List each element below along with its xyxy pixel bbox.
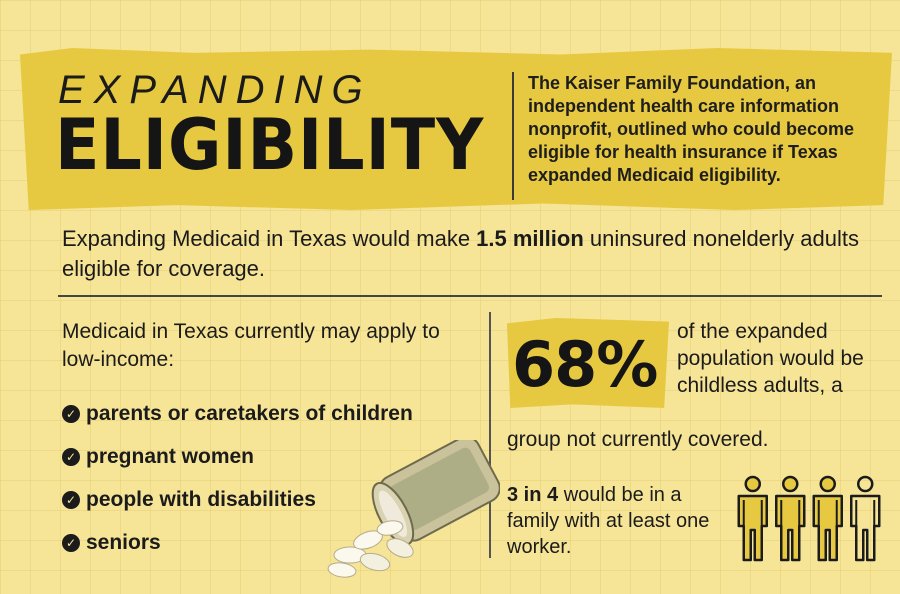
pill-bottle-icon xyxy=(327,440,500,578)
percent-highlight-box xyxy=(507,318,669,408)
headline-highlight: 1.5 million xyxy=(476,226,584,251)
current-intro: Medicaid in Texas currently may apply to… xyxy=(62,320,440,371)
list-item-label: seniors xyxy=(86,530,161,554)
worker-rest: would be in a family with at least one w… xyxy=(507,484,710,558)
percent-description: of the expanded population would be chil… xyxy=(677,320,864,397)
headline: Expanding Medicaid in Texas would make 1… xyxy=(62,224,862,284)
intro-text: The Kaiser Family Foundation, an indepen… xyxy=(528,73,854,185)
list-item: ✓ parents or caretakers of children xyxy=(62,392,413,435)
list-item: ✓ pregnant women xyxy=(62,435,413,478)
person-icon xyxy=(775,475,806,562)
percent-value: 68% xyxy=(512,328,658,401)
worker-highlight: 3 in 4 xyxy=(507,484,559,506)
worker-figures xyxy=(737,475,881,562)
section-divider xyxy=(58,295,882,297)
check-icon: ✓ xyxy=(62,490,80,509)
person-icon xyxy=(812,475,843,562)
title-line-2: ELIGIBILITY xyxy=(55,104,485,186)
list-item-label: parents or caretakers of children xyxy=(86,401,413,425)
person-icon xyxy=(850,475,881,562)
title-divider xyxy=(512,72,514,200)
person-icon xyxy=(737,475,768,562)
headline-before: Expanding Medicaid in Texas would make xyxy=(62,226,477,251)
title-line-1: EXPANDING xyxy=(58,68,372,112)
list-item: ✓ seniors xyxy=(62,521,413,564)
title-banner xyxy=(20,48,892,210)
headline-after: uninsured nonelderly adults eligible for… xyxy=(62,226,859,281)
percent-description-continued: group not currently covered. xyxy=(507,428,769,451)
check-icon: ✓ xyxy=(62,533,80,552)
worker-stat: 3 in 4 would be in a family with at leas… xyxy=(507,482,727,560)
list-item-label: pregnant women xyxy=(86,444,255,468)
column-divider xyxy=(489,312,491,558)
list-item-label: people with disabilities xyxy=(86,487,316,511)
eligible-groups-list: ✓ parents or caretakers of children ✓ pr… xyxy=(62,392,413,564)
check-icon: ✓ xyxy=(62,447,80,466)
check-icon: ✓ xyxy=(62,404,80,423)
list-item: ✓ people with disabilities xyxy=(62,478,413,521)
